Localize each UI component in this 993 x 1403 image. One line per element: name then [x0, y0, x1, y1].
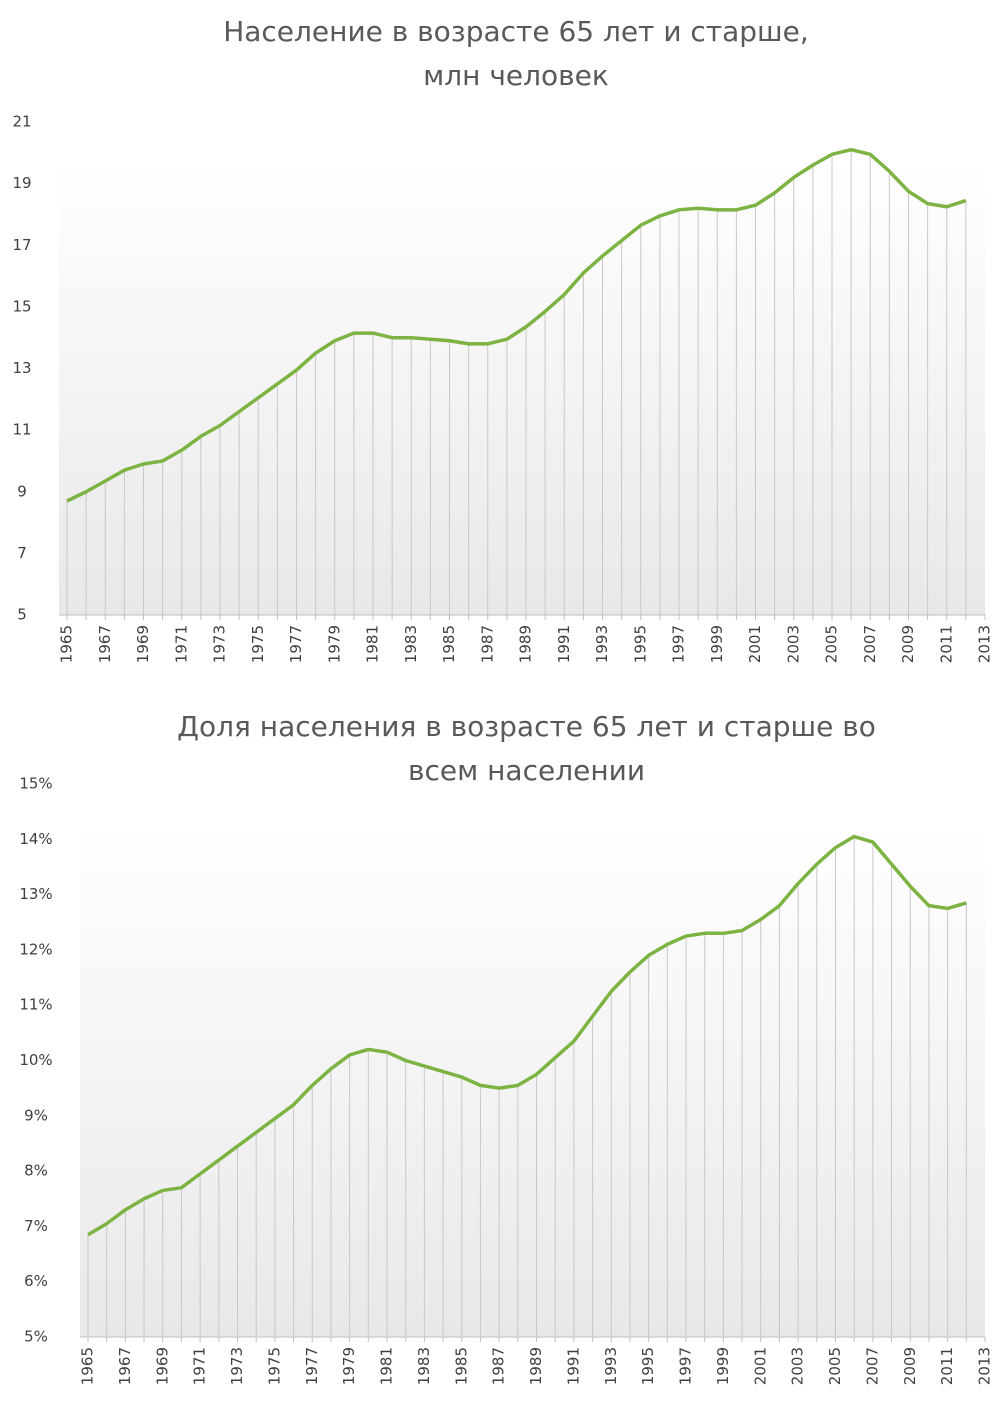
x-tick-label: 2011 [938, 1347, 956, 1385]
y-tick-label: 9% [24, 1106, 48, 1124]
data-line [66, 147, 967, 503]
y-tick-label: 5 [17, 606, 27, 624]
x-tick-label: 1997 [670, 625, 688, 663]
x-tick-label: 1993 [602, 1347, 620, 1385]
x-tick-label: 1999 [714, 1347, 732, 1385]
y-tick-label: 7 [17, 544, 27, 562]
y-tick-label: 6% [24, 1272, 48, 1290]
chart-title: млн человек [423, 59, 609, 92]
y-tick-label: 7% [24, 1217, 48, 1235]
x-tick-label: 1983 [402, 625, 420, 663]
x-tick-label: 2001 [746, 625, 764, 663]
x-tick-label: 1977 [287, 625, 305, 663]
x-tick-label: 1971 [191, 1347, 209, 1385]
y-tick-label: 11 [12, 421, 31, 439]
y-tick-label: 15 [12, 297, 31, 315]
x-tick-label: 1989 [517, 625, 535, 663]
x-tick-label: 1967 [116, 1347, 134, 1385]
x-tick-label: 1965 [79, 1347, 97, 1385]
x-tick-label: 1975 [249, 625, 267, 663]
x-tick-label: 1993 [593, 625, 611, 663]
x-tick-label: 1991 [555, 625, 573, 663]
x-tick-label: 1973 [211, 625, 229, 663]
x-tick-label: 1969 [134, 625, 152, 663]
x-tick-label: 1987 [478, 625, 496, 663]
y-tick-label: 5% [24, 1328, 48, 1346]
x-tick-label: 1979 [325, 625, 343, 663]
x-tick-label: 1997 [677, 1347, 695, 1385]
x-tick-label: 1967 [96, 625, 114, 663]
x-tick-label: 2001 [751, 1347, 769, 1385]
y-tick-label: 9 [17, 482, 27, 500]
y-tick-label: 12% [19, 940, 52, 958]
chart-title: Население в возрасте 65 лет и старше, [223, 15, 809, 48]
x-tick-label: 1995 [639, 1347, 657, 1385]
x-tick-label: 1983 [415, 1347, 433, 1385]
y-tick-label: 8% [24, 1162, 48, 1180]
y-tick-label: 21 [12, 113, 31, 131]
x-tick-label: 1973 [228, 1347, 246, 1385]
x-tick-label: 1965 [58, 625, 76, 663]
y-tick-label: 17 [12, 236, 31, 254]
y-tick-label: 14% [19, 830, 52, 848]
x-tick-label: 1981 [364, 625, 382, 663]
x-tick-label: 1989 [527, 1347, 545, 1385]
chart-title: всем населении [408, 754, 645, 787]
y-tick-label: 13% [19, 885, 52, 903]
x-tick-label: 2003 [789, 1347, 807, 1385]
x-tick-label: 1991 [564, 1347, 582, 1385]
x-tick-label: 1981 [378, 1347, 396, 1385]
x-tick-label: 1969 [153, 1347, 171, 1385]
x-tick-label: 2009 [899, 625, 917, 663]
plot-background [80, 824, 985, 1337]
x-tick-label: 1985 [452, 1347, 470, 1385]
chart-title: Доля населения в возрасте 65 лет и старш… [177, 710, 876, 743]
x-tick-label: 1987 [490, 1347, 508, 1385]
y-tick-label: 13 [12, 359, 31, 377]
data-line [87, 834, 967, 1237]
x-tick-label: 1985 [440, 625, 458, 663]
x-tick-label: 2009 [901, 1347, 919, 1385]
x-tick-label: 2011 [937, 625, 955, 663]
x-tick-label: 2013 [976, 625, 993, 663]
x-tick-label: 2005 [823, 625, 841, 663]
x-tick-label: 1979 [340, 1347, 358, 1385]
x-tick-label: 1995 [631, 625, 649, 663]
x-tick-label: 2013 [976, 1347, 993, 1385]
x-tick-label: 1977 [303, 1347, 321, 1385]
x-tick-label: 2007 [863, 1347, 881, 1385]
y-tick-label: 10% [19, 1051, 52, 1069]
y-tick-label: 19 [12, 174, 31, 192]
x-tick-label: 1975 [265, 1347, 283, 1385]
x-tick-label: 2003 [784, 625, 802, 663]
y-tick-label: 15% [19, 775, 52, 793]
x-tick-label: 2007 [861, 625, 879, 663]
x-tick-label: 1999 [708, 625, 726, 663]
x-tick-label: 1971 [172, 625, 190, 663]
y-tick-label: 11% [19, 996, 52, 1014]
x-tick-label: 2005 [826, 1347, 844, 1385]
plot-background [59, 162, 985, 615]
